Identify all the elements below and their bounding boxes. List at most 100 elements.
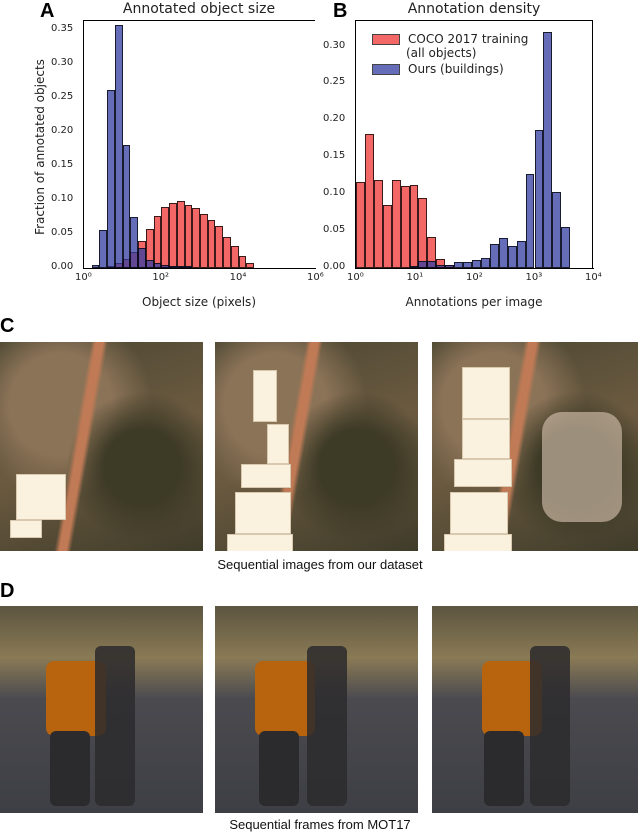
histogram-bar xyxy=(454,262,464,268)
x-tick-label: 10¹ xyxy=(406,272,424,283)
person-companion xyxy=(307,646,347,806)
histogram-bar xyxy=(418,197,428,268)
histogram-bar xyxy=(99,229,108,268)
building xyxy=(10,520,42,538)
histogram-bar xyxy=(400,186,410,268)
histogram-bar xyxy=(391,180,401,268)
histogram-bar xyxy=(489,243,499,268)
histogram-bar xyxy=(480,258,490,268)
histogram-bar xyxy=(534,129,544,268)
person-legs xyxy=(484,731,524,806)
legend-label-coco-sub: (all objects) xyxy=(406,46,477,60)
histogram-bar xyxy=(238,256,247,268)
x-tick-label: 10² xyxy=(466,272,483,283)
histogram-bar xyxy=(463,262,473,268)
histogram-bar xyxy=(114,24,123,268)
histogram-bar xyxy=(409,185,419,268)
building xyxy=(16,474,66,520)
x-tick-label: 10³ xyxy=(525,272,543,283)
building xyxy=(253,370,277,422)
chart-a-title: Annotated object size xyxy=(122,1,276,17)
y-tick-label: 0.05 xyxy=(51,227,74,239)
histogram-bar xyxy=(436,265,446,268)
y-tick-label: 0.10 xyxy=(51,193,74,205)
satellite-image-2 xyxy=(215,342,418,551)
person-legs xyxy=(259,731,299,806)
chart-b-title: Annotation density xyxy=(407,1,541,17)
building xyxy=(267,424,289,464)
chart-a-xlabel: Object size (pixels) xyxy=(142,295,256,309)
histogram-bar xyxy=(445,265,455,268)
x-tick-label: 10⁶ xyxy=(307,272,324,283)
building xyxy=(462,419,510,459)
histogram-bar xyxy=(525,173,535,268)
person-orange-shirt xyxy=(255,661,315,736)
histogram-bar xyxy=(184,204,193,268)
histogram-bar xyxy=(364,133,374,268)
x-tick-label: 10⁰ xyxy=(347,272,364,283)
building xyxy=(241,464,291,488)
histogram-bar xyxy=(472,259,481,268)
chart-a-plot xyxy=(83,20,316,269)
y-tick-label: 0.00 xyxy=(323,261,346,272)
person-companion xyxy=(95,646,135,806)
y-tick-label: 0.30 xyxy=(51,57,74,69)
chart-b-xlabel: Annotations per image xyxy=(405,295,543,309)
panel-d-caption: Sequential frames from MOT17 xyxy=(229,817,411,832)
histogram-bar xyxy=(207,219,216,268)
panel-a-letter: A xyxy=(40,0,55,22)
y-tick-label: 0.35 xyxy=(51,23,74,35)
histogram-bar xyxy=(176,201,185,268)
building xyxy=(450,492,508,534)
satellite-image-3 xyxy=(432,342,638,551)
legend-item-ours: Ours (buildings) xyxy=(372,62,528,76)
histogram-bar xyxy=(507,245,517,268)
histogram-bar xyxy=(215,225,224,268)
histogram-bar xyxy=(561,227,571,268)
histogram-bar xyxy=(169,202,177,268)
chart-a-ylabel: Fraction of annotated objects xyxy=(33,59,47,235)
building xyxy=(235,492,291,534)
building xyxy=(454,459,512,487)
histogram-bar xyxy=(161,265,170,268)
legend-label-coco: COCO 2017 training xyxy=(408,32,529,46)
x-tick-label: 10⁴ xyxy=(585,272,602,283)
y-tick-label: 0.25 xyxy=(51,91,74,103)
histogram-bar xyxy=(107,89,115,268)
histogram-bar xyxy=(373,180,383,268)
histogram-bar xyxy=(176,266,185,268)
histogram-bar xyxy=(230,245,239,268)
legend-item-coco: COCO 2017 training xyxy=(372,32,528,46)
chart-legend: COCO 2017 training (all objects) Ours (b… xyxy=(372,32,528,76)
histogram-bar xyxy=(161,206,170,268)
cleared-land xyxy=(542,412,622,522)
histogram-bar xyxy=(516,240,526,268)
panel-c-letter: C xyxy=(0,315,15,337)
histogram-bar xyxy=(382,205,392,268)
x-tick-label: 10⁰ xyxy=(75,272,92,283)
y-tick-label: 0.20 xyxy=(323,113,346,125)
histogram-bar xyxy=(418,261,428,268)
histogram-bar xyxy=(153,215,162,268)
video-frame-2 xyxy=(215,606,418,813)
panel-d-letter: D xyxy=(0,580,15,602)
y-tick-label: 0.00 xyxy=(51,261,74,272)
histogram-bar xyxy=(91,265,100,268)
building xyxy=(444,534,512,551)
panel-c-caption: Sequential images from our dataset xyxy=(217,557,423,572)
y-tick-label: 0.15 xyxy=(323,150,346,162)
building xyxy=(462,367,510,419)
histogram-bar xyxy=(130,217,139,268)
panel-b-letter: B xyxy=(333,0,348,22)
y-tick-label: 0.30 xyxy=(323,39,346,51)
histogram-bar xyxy=(409,266,419,268)
video-frame-3 xyxy=(432,606,638,813)
histogram-bar xyxy=(498,238,508,268)
y-tick-label: 0.25 xyxy=(323,76,346,88)
chart-b-plot xyxy=(355,20,594,269)
histogram-bar xyxy=(356,181,365,268)
histogram-bar xyxy=(200,214,208,268)
legend-swatch-coco xyxy=(372,34,400,45)
histogram-bar xyxy=(223,236,231,268)
histogram-bar xyxy=(552,191,562,268)
